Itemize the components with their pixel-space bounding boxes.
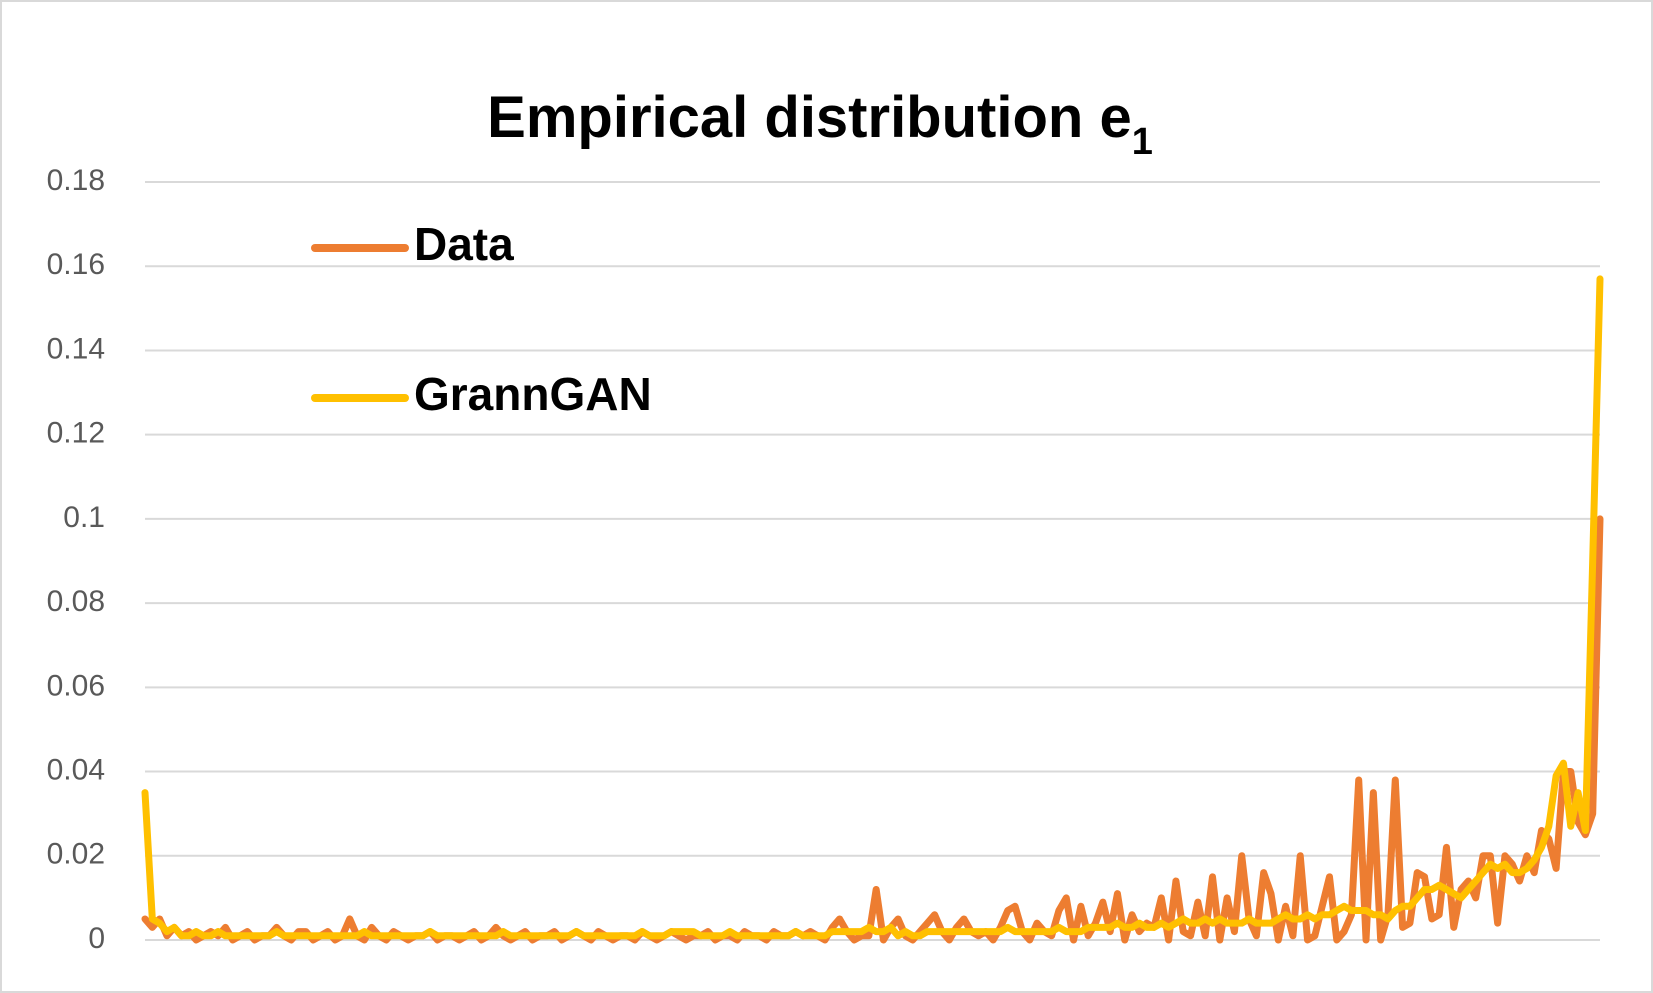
title-main: Empirical distribution e [487, 85, 1132, 150]
y-tick-label: 0.14 [47, 332, 105, 365]
y-tick-label: 0.06 [47, 669, 105, 702]
y-tick-label: 0.02 [47, 838, 105, 871]
y-tick-label: 0 [88, 922, 105, 955]
series-line [141, 275, 1604, 940]
y-tick-label: 0.16 [47, 248, 105, 281]
y-tick-label: 0.18 [47, 164, 105, 197]
legend-label: GrannGAN [414, 368, 652, 420]
y-tick-label: 0.04 [47, 753, 105, 786]
legend-label: Data [414, 218, 514, 270]
y-tick-label: 0.1 [63, 501, 105, 534]
title-subscript: 1 [1132, 121, 1153, 163]
y-tick-label: 0.12 [47, 417, 105, 450]
y-tick-label: 0.08 [47, 585, 105, 618]
chart-title: Empirical distribution e1 [487, 85, 1153, 163]
